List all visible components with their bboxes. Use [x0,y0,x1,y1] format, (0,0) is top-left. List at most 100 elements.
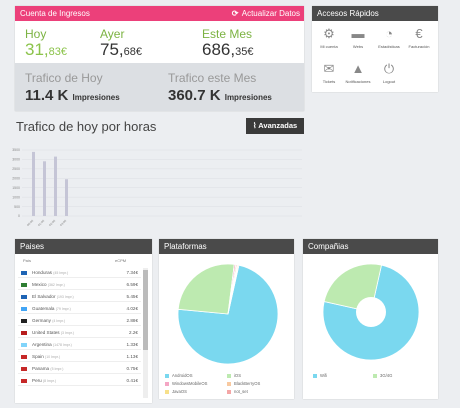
country-name-cell: Mexico (362 Impr.) [32,282,65,287]
country-row[interactable]: Argentina (1478 Impr.) 1.33€ [18,340,141,350]
y-tick-label: 3500 [12,148,20,152]
legend-item[interactable]: iOS [227,373,241,378]
carriers-donut-chart [322,263,420,361]
refresh-label: Actualizar Datos [241,9,300,18]
today-value-dec: 83€ [48,46,67,58]
country-ecpm: 1.13€ [126,354,139,359]
countries-scrollbar[interactable] [143,268,148,398]
quick-item-gear[interactable]: ⚙ Mi cuenta [314,26,344,49]
legend-item[interactable]: JavaOS [165,389,187,394]
country-row[interactable]: Germany (4 Impr.) 2.88€ [18,316,141,326]
country-name: Peru [32,378,42,383]
country-name: Argentina [32,342,52,347]
country-row[interactable]: Panama (5 Impr.) 0.75€ [18,364,141,374]
legend-item[interactable]: 3G/4G [373,373,392,378]
country-name: Panama [32,366,50,371]
quick-item-label: Mi cuenta [320,44,338,49]
today-value-int: 31, [25,40,49,59]
y-tick-label: 500 [14,205,20,209]
country-row[interactable]: Honduras (45 Impr.) 7.34€ [18,268,141,278]
pie-slice[interactable] [227,264,240,315]
chart-bar[interactable] [43,161,46,216]
ecpm-column-header[interactable]: eCPM [115,258,127,263]
pie-slice[interactable] [177,264,279,365]
country-impressions: (193 Impr.) [56,295,74,299]
country-name: Honduras [32,270,52,275]
country-column-header[interactable]: País [23,258,32,263]
mail-icon: ✉ [323,61,335,76]
legend-label: BlackBerryOS [234,381,261,386]
chart-bar[interactable] [54,156,57,216]
platforms-pie-chart [177,263,279,365]
x-tick-label: 03:00 [59,219,67,227]
quick-item-label: Logout [382,79,396,84]
flag-icon [21,355,27,359]
traffic-summary: Trafico de Hoy 11.4 K Impresiones Trafic… [15,63,304,111]
legend-label: iOS [234,373,241,378]
pie-icon: ◔ [385,26,393,41]
legend-item[interactable]: not_set [227,389,248,394]
folder-icon: ▬ [351,26,365,41]
quick-item-power[interactable]: ⏻ Logout [374,61,404,84]
legend-swatch [227,373,231,378]
refresh-button[interactable]: ⟳ Actualizar Datos [232,6,300,21]
quick-item-label: Estadísticas [378,44,400,49]
country-impressions: (10 Impr.) [45,355,61,359]
country-name-cell: Panama (5 Impr.) [32,366,63,371]
country-row[interactable]: Mexico (362 Impr.) 6.59€ [18,280,141,290]
country-row[interactable]: United States (3 Impr.) 2.2€ [18,328,141,338]
flag-icon [21,367,27,371]
country-impressions: (362 Impr.) [47,283,65,287]
refresh-icon: ⟳ [231,9,239,18]
country-name-cell: Guatemala (79 Impr.) [32,306,71,311]
quick-access-card: Accesos Rápidos ⚙ Mi cuenta ▬ Webs ◔ Estadíst… [312,6,438,92]
country-row[interactable]: Guatemala (79 Impr.) 4.02€ [18,304,141,314]
traffic-month-label: Trafico este Mes [168,71,257,85]
legend-item[interactable]: AndroidOS [165,373,192,378]
country-ecpm: 0.41€ [126,378,139,383]
country-impressions: (8 Impr.) [43,379,57,383]
hourly-traffic-title: Trafico de hoy por horas [16,119,157,134]
chart-bar[interactable] [65,179,68,216]
country-name-cell: Argentina (1478 Impr.) [32,342,72,347]
income-header: Cuenta de Ingresos ⟳ Actualizar Datos [15,6,304,21]
legend-item[interactable]: WindowsMobileOS [165,381,207,386]
quick-item-folder[interactable]: ▬ Webs [343,26,373,49]
x-tick-label: 02:00 [48,219,56,227]
country-row[interactable]: El Salvador (193 Impr.) 5.45€ [18,292,141,302]
quick-item-bell[interactable]: ▲ Notificaciones [343,61,373,84]
legend-swatch [373,373,377,378]
country-name: El Salvador [32,294,56,299]
scrollbar-thumb[interactable] [143,270,148,350]
country-name: United States [32,330,60,335]
traffic-today-number: 11.4 K [25,87,69,104]
traffic-month-number: 360.7 K [168,87,221,104]
donut-hole [356,297,386,327]
traffic-today-label: Trafico de Hoy [25,71,103,85]
legend-item[interactable]: Wifi [313,373,327,378]
flag-icon [21,379,27,383]
legend-swatch [165,389,169,394]
quick-item-label: Tickets [322,79,336,84]
country-ecpm: 7.34€ [126,270,139,275]
quick-item-euro[interactable]: € Facturación [404,26,434,49]
legend-swatch [227,389,231,394]
advanced-button[interactable]: ⌇ Avanzadas [246,118,304,134]
yesterday-value: 75,68€ [100,40,142,60]
quick-item-pie[interactable]: ◔ Estadísticas [374,26,404,49]
country-row[interactable]: Peru (8 Impr.) 0.41€ [18,376,141,386]
y-tick-label: 2000 [12,176,20,180]
pie-slice[interactable] [177,263,235,315]
country-ecpm: 0.75€ [126,366,139,371]
income-card: Cuenta de Ingresos ⟳ Actualizar Datos Hoy… [15,6,304,111]
quick-item-mail[interactable]: ✉ Tickets [314,61,344,84]
y-tick-label: 0 [18,214,20,218]
yesterday-value-int: 75, [100,40,124,59]
carriers-title: Compañias [303,239,438,254]
chart-bar[interactable] [32,151,35,216]
legend-label: WindowsMobileOS [172,381,208,386]
power-icon: ⏻ [383,61,395,76]
legend-item[interactable]: BlackBerryOS [227,381,260,386]
countries-panel: Paises País eCPM Honduras (45 Impr.) 7.34… [15,239,152,403]
country-row[interactable]: Spain (10 Impr.) 1.13€ [18,352,141,362]
